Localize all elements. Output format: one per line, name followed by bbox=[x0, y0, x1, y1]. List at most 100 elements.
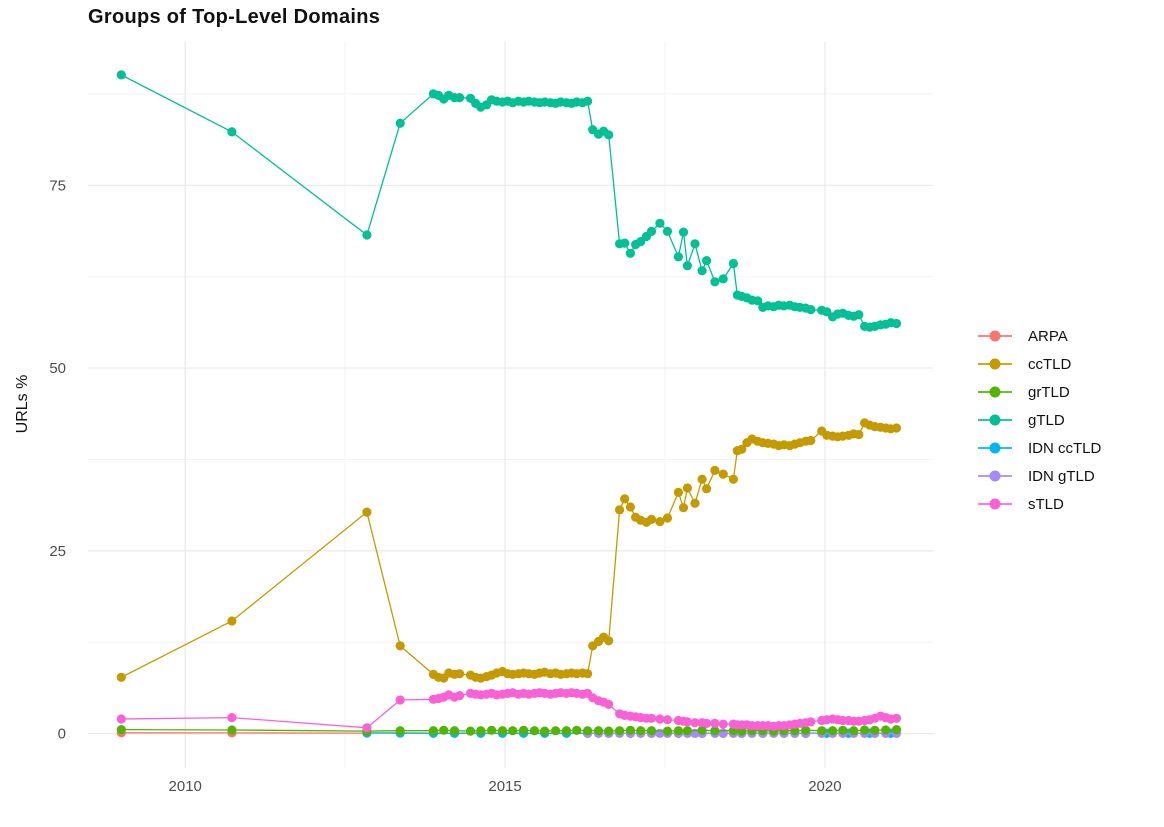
legend-key-icon bbox=[978, 440, 1012, 456]
legend-label: grTLD bbox=[1028, 383, 1070, 401]
data-point bbox=[682, 726, 693, 736]
data-point bbox=[806, 717, 816, 727]
legend-key-icon bbox=[978, 384, 1012, 400]
legend-key-icon bbox=[978, 496, 1012, 512]
y-tick-label: 25 bbox=[49, 543, 66, 560]
data-point bbox=[702, 256, 712, 266]
data-point bbox=[465, 726, 476, 736]
data-point bbox=[673, 252, 684, 262]
data-point bbox=[828, 726, 838, 736]
data-point bbox=[662, 715, 673, 725]
data-point bbox=[116, 714, 126, 724]
legend-label: ARPA bbox=[1028, 327, 1068, 345]
axis-tick-labels: 0 25 50 75 2010 2015 2020 bbox=[49, 177, 841, 795]
legend-label: sTLD bbox=[1028, 495, 1064, 513]
data-point bbox=[682, 483, 693, 493]
data-point bbox=[655, 517, 665, 527]
data-point bbox=[702, 484, 712, 494]
data-point bbox=[806, 435, 816, 446]
data-point bbox=[428, 726, 438, 736]
data-point bbox=[362, 723, 372, 733]
series-cctld bbox=[116, 418, 902, 683]
data-point bbox=[583, 96, 593, 106]
data-point bbox=[615, 505, 625, 515]
data-point bbox=[395, 641, 405, 651]
x-tick-label: 2015 bbox=[488, 778, 521, 795]
data-point bbox=[227, 616, 237, 626]
data-point bbox=[753, 296, 763, 306]
data-point bbox=[497, 726, 508, 736]
data-point bbox=[583, 726, 593, 736]
legend-key-icon bbox=[978, 468, 1012, 484]
x-tick-label: 2010 bbox=[169, 778, 202, 795]
data-point bbox=[718, 719, 728, 729]
data-point bbox=[673, 726, 684, 736]
data-point bbox=[702, 718, 712, 729]
data-point bbox=[806, 305, 816, 315]
series-line bbox=[121, 728, 897, 732]
data-point bbox=[395, 726, 405, 736]
data-point bbox=[690, 239, 700, 249]
y-tick-label: 0 bbox=[58, 726, 66, 743]
data-point bbox=[891, 713, 902, 723]
data-point bbox=[395, 695, 405, 705]
legend-label: ccTLD bbox=[1028, 355, 1072, 373]
data-point bbox=[655, 218, 665, 228]
data-point bbox=[697, 474, 707, 484]
data-point bbox=[362, 507, 372, 517]
data-point bbox=[854, 430, 864, 440]
data-point bbox=[690, 718, 700, 728]
data-point bbox=[646, 726, 657, 736]
data-point bbox=[593, 726, 604, 736]
legend-key-icon bbox=[978, 328, 1012, 344]
data-point bbox=[439, 725, 449, 735]
data-point bbox=[678, 503, 689, 513]
data-point bbox=[728, 474, 739, 484]
data-point bbox=[678, 227, 689, 237]
data-point bbox=[891, 318, 902, 329]
data-point bbox=[646, 226, 657, 236]
data-point bbox=[551, 726, 561, 736]
legend-entry-cctld: ccTLD bbox=[978, 350, 1101, 378]
data-point bbox=[662, 726, 673, 736]
data-point bbox=[710, 726, 720, 736]
y-tick-label: 75 bbox=[49, 177, 66, 194]
data-point bbox=[540, 726, 550, 736]
data-point bbox=[116, 672, 126, 682]
data-point bbox=[620, 494, 630, 504]
data-point bbox=[849, 726, 859, 736]
data-point bbox=[655, 714, 665, 724]
data-point bbox=[636, 726, 646, 736]
data-point bbox=[710, 277, 720, 287]
data-point bbox=[604, 130, 614, 140]
data-point bbox=[710, 465, 720, 475]
data-point bbox=[604, 699, 614, 710]
legend-entry-grtld: grTLD bbox=[978, 378, 1101, 406]
chart-title: Groups of Top-Level Domains bbox=[88, 6, 381, 28]
data-point bbox=[529, 726, 540, 736]
data-point bbox=[881, 725, 891, 735]
legend-entry-arpa: ARPA bbox=[978, 322, 1101, 350]
data-point bbox=[455, 669, 465, 679]
data-point bbox=[508, 726, 518, 736]
data-point bbox=[455, 93, 465, 103]
grid-major bbox=[88, 42, 933, 768]
data-point bbox=[116, 725, 126, 735]
legend-entry-gtld: gTLD bbox=[978, 406, 1101, 434]
data-point bbox=[604, 726, 614, 736]
data-point bbox=[227, 725, 237, 735]
legend: ARPA ccTLD grTLD gTLD IDN ccTLD IDN gTLD sTLD bbox=[978, 322, 1101, 518]
x-tick-label: 2020 bbox=[808, 778, 841, 795]
series-gtld bbox=[116, 70, 902, 332]
data-point bbox=[476, 726, 486, 736]
legend-entry-idn-gtld: IDN gTLD bbox=[978, 462, 1101, 490]
data-point bbox=[728, 258, 739, 269]
data-point bbox=[395, 118, 405, 128]
data-point bbox=[583, 669, 593, 679]
data-point bbox=[710, 718, 720, 729]
legend-label: IDN gTLD bbox=[1028, 467, 1095, 485]
y-tick-label: 50 bbox=[49, 360, 66, 377]
data-point bbox=[625, 248, 636, 258]
data-point bbox=[801, 725, 811, 735]
